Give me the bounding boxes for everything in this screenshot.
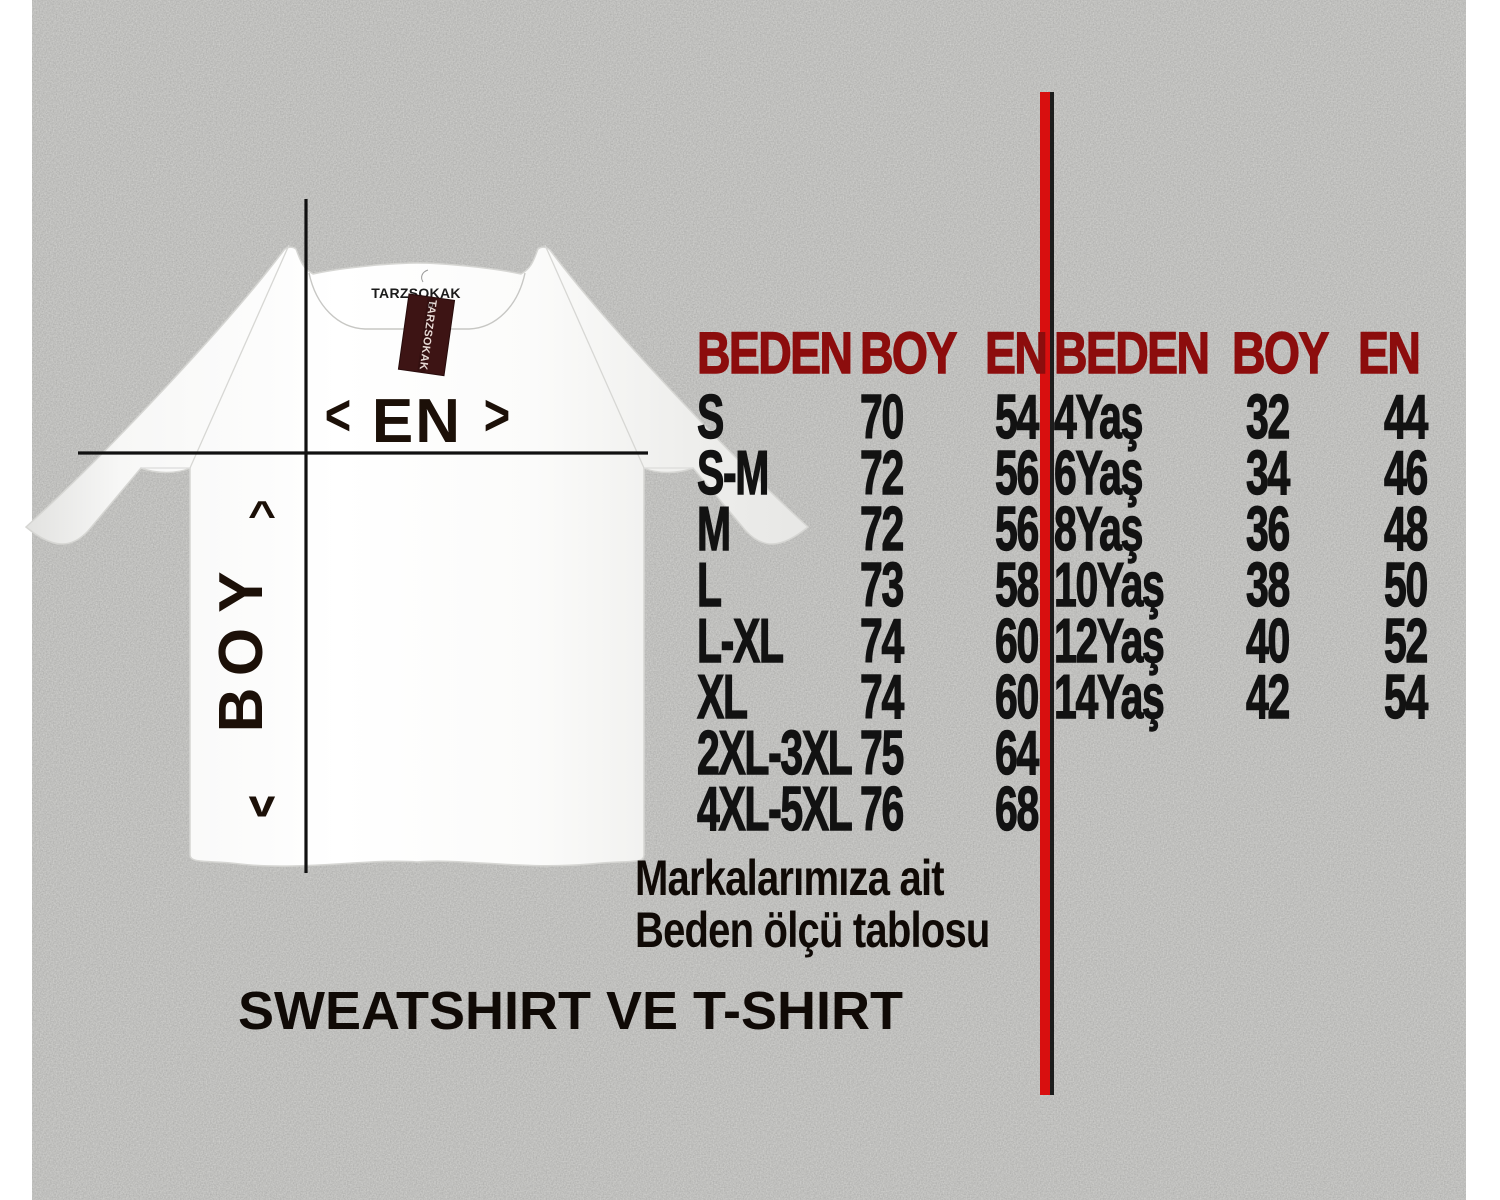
svg-text:O: O [207,628,276,676]
svg-text:B: B [207,688,276,733]
svg-text:EN: EN [372,387,462,456]
svg-text:Y: Y [207,571,276,612]
svg-text:>: > [484,384,510,449]
svg-text:v: v [249,783,276,825]
svg-text:<: < [325,384,351,449]
svg-text:^: ^ [248,494,276,536]
